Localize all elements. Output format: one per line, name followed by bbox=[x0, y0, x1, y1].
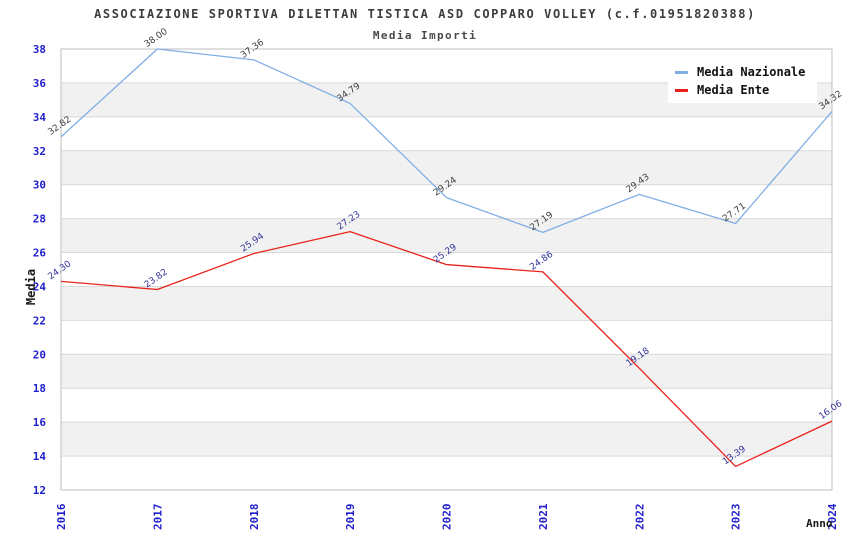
data-label: 32.82 bbox=[46, 115, 73, 138]
data-label: 24.30 bbox=[46, 259, 73, 282]
x-tick-label: 2017 bbox=[151, 504, 164, 531]
y-tick-label: 30 bbox=[33, 179, 46, 192]
y-tick-label: 26 bbox=[33, 247, 47, 260]
y-tick-label: 16 bbox=[33, 416, 47, 429]
legend-item-media-nazionale: Media Nazionale bbox=[675, 65, 805, 79]
y-tick-label: 36 bbox=[33, 77, 47, 90]
plot-border bbox=[60, 48, 833, 491]
plot-band bbox=[61, 354, 832, 389]
series-line-media-ente bbox=[60, 231, 833, 468]
x-tick-label: 2023 bbox=[730, 504, 743, 531]
plot-band bbox=[61, 286, 832, 321]
series-line-media-nazionale bbox=[60, 48, 833, 234]
x-tick-label: 2018 bbox=[248, 504, 261, 531]
x-tick-label: 2021 bbox=[537, 503, 550, 530]
plot-band bbox=[61, 218, 832, 253]
legend-item-media-ente: Media Ente bbox=[675, 83, 805, 97]
chart-subtitle: Media Importi bbox=[372, 29, 478, 42]
legend-label-media-nazionale: Media Nazionale bbox=[697, 65, 806, 79]
legend: Media Nazionale Media Ente bbox=[668, 61, 818, 103]
y-tick-label: 38 bbox=[33, 43, 46, 56]
y-tick-label: 22 bbox=[33, 314, 46, 327]
legend-label-media-ente: Media Ente bbox=[697, 83, 770, 97]
x-axis-title: Anno bbox=[806, 517, 833, 530]
plot-band bbox=[61, 150, 832, 185]
legend-line-marker-red-icon bbox=[675, 88, 688, 92]
y-tick-label: 14 bbox=[33, 450, 47, 463]
chart-title: ASSOCIAZIONE SPORTIVA DILETTAN TISTICA A… bbox=[94, 7, 756, 21]
x-tick-label: 2016 bbox=[55, 503, 68, 530]
x-tick-label: 2020 bbox=[441, 504, 454, 531]
data-label: 24.86 bbox=[528, 250, 555, 273]
y-axis-title: Media bbox=[24, 268, 38, 306]
y-tick-label: 28 bbox=[33, 213, 46, 226]
x-tick-label: 2022 bbox=[633, 504, 646, 531]
legend-line-marker-blue-icon bbox=[675, 70, 688, 74]
x-tick-label: 2024 bbox=[826, 503, 839, 530]
plot-band bbox=[61, 422, 832, 457]
y-tick-label: 12 bbox=[33, 484, 46, 497]
y-tick-label: 20 bbox=[33, 348, 46, 361]
y-tick-label: 32 bbox=[33, 145, 46, 158]
y-tick-label: 24 bbox=[33, 280, 47, 293]
y-tick-label: 34 bbox=[33, 111, 47, 124]
y-tick-label: 18 bbox=[33, 382, 46, 395]
x-tick-label: 2019 bbox=[344, 504, 357, 531]
data-label: 16.06 bbox=[817, 399, 844, 422]
